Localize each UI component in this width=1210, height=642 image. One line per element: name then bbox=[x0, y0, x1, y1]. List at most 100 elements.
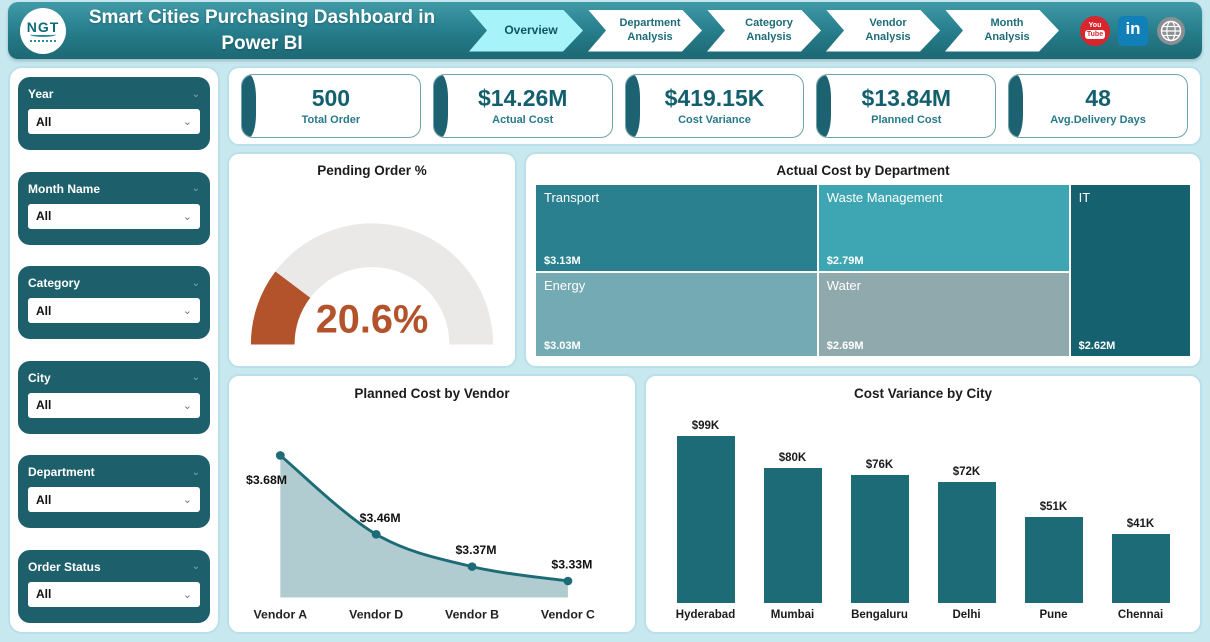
content-area: 500 Total Order $14.26M Actual Cost $419… bbox=[227, 66, 1202, 634]
bar-rect[interactable] bbox=[676, 436, 735, 603]
nav-tab-label: Category Analysis bbox=[745, 17, 793, 43]
kpi-value: $14.26M bbox=[477, 85, 568, 112]
nav-tab-label: Overview bbox=[504, 23, 558, 38]
treemap-cell-value: $3.03M bbox=[544, 340, 581, 352]
nav-tab-month-analysis[interactable]: Month Analysis bbox=[945, 10, 1059, 52]
filter-year-dropdown[interactable]: All ⌄ bbox=[28, 109, 200, 134]
bar-value-label: $76K bbox=[865, 459, 894, 471]
nav-tab-department-analysis[interactable]: Department Analysis bbox=[588, 10, 702, 52]
svg-text:Vendor A: Vendor A bbox=[254, 608, 308, 622]
youtube-icon[interactable]: You Tube bbox=[1080, 15, 1110, 46]
bar-category-label: Mumbai bbox=[770, 609, 815, 621]
middle-row: Pending Order % 20.6% Actual Cost by Dep… bbox=[227, 152, 1202, 368]
department-treemap-panel: Actual Cost by Department Transport $3.13… bbox=[524, 152, 1202, 368]
bar-value-label: $72K bbox=[952, 466, 981, 478]
treemap-cell-waste-management[interactable]: Waste Management $2.79M bbox=[818, 185, 1069, 272]
chevron-down-icon[interactable]: ⌄ bbox=[191, 183, 200, 195]
kpi-value: 500 bbox=[311, 85, 351, 112]
nav-tab-category-analysis[interactable]: Category Analysis bbox=[707, 10, 821, 52]
kpi-label: Avg.Delivery Days bbox=[1050, 113, 1146, 126]
treemap-cell-it[interactable]: IT $2.62M bbox=[1070, 185, 1190, 356]
kpi-card-actual-cost: $14.26M Actual Cost bbox=[432, 74, 613, 138]
filter-order-status: Order Status ⌄ All ⌄ bbox=[18, 549, 210, 623]
logo-text: NGT bbox=[26, 18, 60, 35]
filter-city: City ⌄ All ⌄ bbox=[18, 360, 210, 434]
page-title: Smart Cities Purchasing Dashboard in Pow… bbox=[88, 6, 436, 54]
filter-value: All bbox=[36, 587, 52, 602]
chevron-down-icon[interactable]: ⌄ bbox=[191, 561, 200, 573]
city-bar-chart-panel: Cost Variance by City $99K Hyderabad $80K M… bbox=[644, 374, 1202, 634]
treemap-cell-value: $2.69M bbox=[826, 340, 864, 352]
logo-tagline bbox=[30, 39, 56, 42]
kpi-card-avg-delivery-days: 48 Avg.Delivery Days bbox=[1008, 74, 1188, 138]
bar-value-label: $41K bbox=[1126, 518, 1155, 530]
kpi-row: 500 Total Order $14.26M Actual Cost $419… bbox=[227, 66, 1202, 146]
pending-order-gauge[interactable]: 20.6% bbox=[233, 180, 511, 366]
bar-rect[interactable] bbox=[937, 482, 996, 603]
nav-tab-vendor-analysis[interactable]: Vendor Analysis bbox=[826, 10, 940, 52]
chart-title: Actual Cost by Department bbox=[776, 163, 950, 178]
vendor-area-chart[interactable]: $3.68M Vendor A $3.46M Vendor D $3.37M Vendor… bbox=[235, 401, 629, 628]
filter-label: Year bbox=[28, 87, 54, 101]
treemap-column: IT $2.62M bbox=[1070, 185, 1190, 356]
treemap-column: Transport $3.13M Energy $3.03M bbox=[536, 185, 817, 356]
bar-category-label: Delhi bbox=[952, 609, 981, 621]
chevron-down-icon[interactable]: ⌄ bbox=[191, 466, 200, 478]
filter-department: Department ⌄ All ⌄ bbox=[18, 455, 210, 529]
linkedin-icon[interactable]: in bbox=[1118, 15, 1148, 46]
bar-value-label: $51K bbox=[1039, 501, 1068, 513]
pending-order-gauge-panel: Pending Order % 20.6% bbox=[227, 152, 517, 368]
treemap-cell-energy[interactable]: Energy $3.03M bbox=[536, 272, 817, 356]
chevron-down-icon: ⌄ bbox=[182, 305, 192, 318]
filter-value: All bbox=[36, 303, 52, 318]
bar-hyderabad[interactable]: $99K Hyderabad bbox=[672, 401, 739, 624]
kpi-value: $419.15K bbox=[664, 85, 765, 112]
kpi-label: Cost Variance bbox=[678, 113, 751, 126]
chevron-down-icon: ⌄ bbox=[182, 494, 192, 507]
svg-text:20.6%: 20.6% bbox=[316, 298, 429, 342]
bar-mumbai[interactable]: $80K Mumbai bbox=[759, 401, 826, 624]
youtube-icon-text: Tube bbox=[1084, 30, 1106, 39]
chevron-down-icon[interactable]: ⌄ bbox=[191, 277, 200, 289]
filter-city-dropdown[interactable]: All ⌄ bbox=[28, 392, 200, 418]
bar-delhi[interactable]: $72K Delhi bbox=[933, 401, 1000, 624]
chevron-down-icon[interactable]: ⌄ bbox=[191, 88, 200, 100]
svg-text:Vendor D: Vendor D bbox=[349, 608, 403, 622]
filter-category-dropdown[interactable]: All ⌄ bbox=[28, 298, 200, 324]
svg-text:$3.33M: $3.33M bbox=[551, 558, 592, 572]
bar-bengaluru[interactable]: $76K Bengaluru bbox=[846, 401, 913, 624]
filter-value: All bbox=[36, 492, 52, 507]
svg-text:Vendor B: Vendor B bbox=[445, 608, 499, 622]
nav-tab-label: Month Analysis bbox=[984, 17, 1030, 43]
kpi-card-cost-variance: $419.15K Cost Variance bbox=[624, 74, 805, 138]
treemap-cell-name: IT bbox=[1078, 190, 1091, 205]
bar-rect[interactable] bbox=[1111, 534, 1170, 603]
chevron-down-icon: ⌄ bbox=[182, 588, 192, 601]
treemap-cell-name: Water bbox=[826, 278, 861, 294]
bar-pune[interactable]: $51K Pune bbox=[1020, 401, 1087, 624]
filter-value: All bbox=[36, 209, 52, 224]
website-globe-icon[interactable] bbox=[1156, 16, 1186, 46]
filter-month-name-dropdown[interactable]: All ⌄ bbox=[28, 203, 200, 229]
filter-sidebar: Year ⌄ All ⌄ Month Name ⌄ All ⌄ Category ⌄ Al… bbox=[8, 66, 220, 634]
svg-text:$3.37M: $3.37M bbox=[455, 543, 496, 557]
linkedin-icon-text: in bbox=[1125, 19, 1141, 38]
bar-rect[interactable] bbox=[850, 475, 909, 603]
bar-rect[interactable] bbox=[1024, 517, 1083, 603]
bar-rect[interactable] bbox=[763, 468, 822, 603]
kpi-value: $13.84M bbox=[861, 85, 952, 112]
nav-tab-overview[interactable]: Overview bbox=[469, 10, 583, 52]
chevron-down-icon[interactable]: ⌄ bbox=[191, 372, 200, 384]
treemap-cell-transport[interactable]: Transport $3.13M bbox=[536, 185, 817, 271]
youtube-icon-text: You bbox=[1088, 22, 1102, 29]
bar-category-label: Bengaluru bbox=[851, 609, 908, 621]
bar-chennai[interactable]: $41K Chennai bbox=[1107, 401, 1174, 624]
filter-department-dropdown[interactable]: All ⌄ bbox=[28, 487, 200, 513]
filter-order-status-dropdown[interactable]: All ⌄ bbox=[28, 581, 200, 607]
filter-label: Department bbox=[28, 465, 95, 480]
filter-label: Order Status bbox=[28, 559, 101, 574]
kpi-card-total-order: 500 Total Order bbox=[241, 74, 421, 138]
treemap-cell-water[interactable]: Water $2.69M bbox=[818, 273, 1069, 356]
ngt-logo: NGT bbox=[20, 7, 66, 54]
